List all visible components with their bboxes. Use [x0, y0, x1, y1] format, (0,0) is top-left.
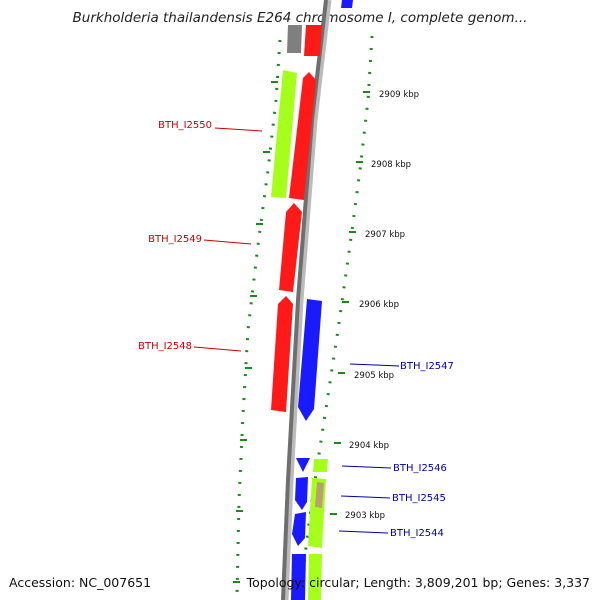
tick-label: 2906 kbp	[359, 300, 399, 310]
tick-label: 2903 kbp	[345, 511, 385, 521]
feature-blue-bth-i2545[interactable]	[295, 477, 308, 510]
feature-gray-top[interactable]	[287, 25, 302, 53]
gene-label-left[interactable]: BTH_I2549	[148, 234, 202, 245]
tick-label: 2904 kbp	[349, 441, 389, 451]
gene-label-right[interactable]: BTH_I2545	[392, 493, 446, 504]
feature-tan-overlap	[315, 482, 324, 508]
tick-label: 2908 kbp	[371, 160, 411, 170]
leader-line	[341, 465, 392, 469]
feature-red-bth-i2549[interactable]	[279, 203, 302, 292]
gene-label-right[interactable]: BTH_I2544	[390, 528, 444, 539]
topology-label: Topology: circular; Length: 3,809,201 bp…	[246, 575, 590, 590]
inner-dotted-ring	[235, 39, 282, 596]
accession-label: Accession: NC_007651	[9, 575, 152, 590]
feature-red-top[interactable]	[304, 25, 322, 56]
leader-line	[214, 127, 263, 132]
backbone	[281, 0, 328, 600]
tick-label: 2905 kbp	[354, 371, 394, 381]
feature-blue-bth-i2544[interactable]	[292, 512, 306, 546]
tick-label: 2909 kbp	[379, 90, 419, 100]
feature-red-bth-i2548[interactable]	[271, 296, 293, 412]
gene-label-right[interactable]: BTH_I2547	[400, 361, 454, 372]
feature-green-bottom[interactable]	[308, 554, 322, 600]
gene-label-right[interactable]: BTH_I2546	[393, 463, 447, 474]
feature-blue-top[interactable]	[341, 0, 353, 8]
leader-line	[203, 239, 252, 245]
feature-red-2550-pair[interactable]	[289, 72, 316, 200]
tick-label: 2907 kbp	[365, 230, 405, 240]
feature-green-bth-i2546[interactable]	[313, 459, 328, 472]
gene-label-left[interactable]: BTH_I2550	[158, 120, 212, 131]
leader-line	[340, 495, 391, 499]
major-ticks	[233, 81, 370, 583]
leader-line	[338, 530, 389, 534]
map-title: Burkholderia thailandensis E264 chromoso…	[72, 10, 528, 26]
gene-label-left[interactable]: BTH_I2548	[138, 341, 192, 352]
leader-line	[349, 363, 400, 367]
feature-blue-bottom[interactable]	[291, 554, 306, 600]
leader-line	[193, 346, 242, 352]
feature-blue-bth-i2547[interactable]	[298, 299, 322, 421]
feature-green-bth-i2550[interactable]	[271, 70, 297, 198]
feature-blue-bth-i2546[interactable]	[296, 458, 310, 472]
outer-dotted-ring	[298, 35, 374, 596]
